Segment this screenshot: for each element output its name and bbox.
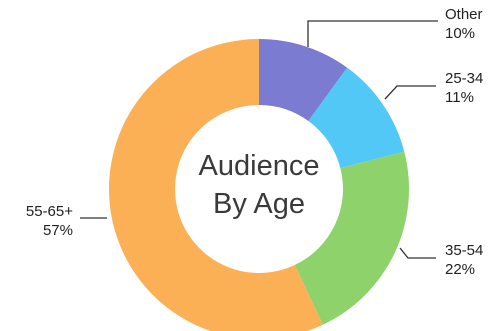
slice-label-percent-4: 57% — [43, 222, 73, 239]
center-title-line-2: By Age — [213, 188, 305, 220]
leader-line-3 — [399, 247, 436, 259]
slice-label-name-1: Other — [445, 6, 483, 23]
slice-35-54 — [294, 151, 410, 325]
leader-line-1 — [307, 20, 438, 47]
slice-label-name-3: 35-54 — [445, 242, 483, 259]
slice-label-name-2: 25-34 — [445, 70, 483, 87]
center-title-line-1: Audience — [199, 150, 320, 182]
slice-other — [259, 39, 348, 122]
slice-label-percent-1: 10% — [445, 25, 475, 42]
slice-label-name-4: 55-65+ — [26, 203, 73, 220]
slice-label-percent-2: 11% — [445, 89, 474, 106]
slice-25-34 — [308, 67, 405, 169]
leader-line-2 — [384, 85, 436, 100]
slice-55-65 — [109, 39, 323, 331]
slice-labels-layer: Other 10% 25-34 11% 35-54 22% 55-65+ 57% — [26, 6, 484, 278]
leader-lines-layer — [80, 20, 438, 259]
slice-label-percent-3: 22% — [445, 261, 475, 278]
slices-layer — [109, 39, 410, 331]
